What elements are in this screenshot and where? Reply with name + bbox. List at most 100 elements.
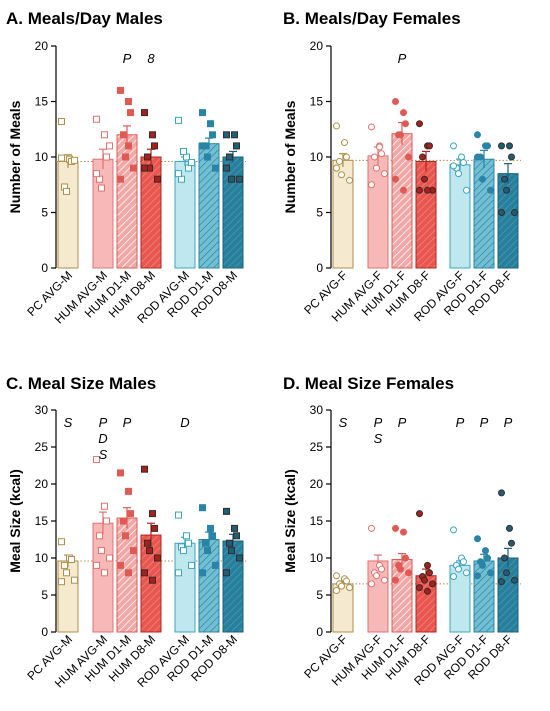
data-point <box>416 510 423 518</box>
data-point <box>511 209 518 216</box>
data-point <box>338 171 345 179</box>
data-point <box>175 116 182 124</box>
data-point <box>400 186 407 194</box>
data-point <box>338 582 345 590</box>
data-point <box>479 175 486 183</box>
data-point <box>58 538 65 546</box>
data-point <box>392 175 399 183</box>
data-point <box>98 547 105 555</box>
data-point <box>180 147 187 155</box>
data-point <box>93 456 100 464</box>
data-point <box>226 153 233 161</box>
bar-rod-d8-f <box>497 557 519 633</box>
panel-title: C. Meal Size Males <box>6 374 156 393</box>
data-point <box>376 143 383 151</box>
significance-annotation: P <box>99 415 108 430</box>
significance-annotation: P <box>504 415 513 430</box>
significance-annotation: S <box>374 431 383 446</box>
data-point <box>202 539 209 547</box>
data-point <box>125 142 132 150</box>
panel-title: B. Meals/Day Females <box>283 9 461 28</box>
data-point <box>233 142 240 150</box>
data-point <box>424 186 431 194</box>
data-point <box>371 153 378 161</box>
y-tick-label: 30 <box>35 403 49 417</box>
data-point <box>236 554 243 562</box>
data-point <box>199 504 206 512</box>
data-point <box>207 120 214 128</box>
data-point <box>93 115 100 123</box>
significance-annotation: D <box>98 431 107 446</box>
data-point <box>498 209 505 216</box>
panel-title: D. Meal Size Females <box>283 374 454 393</box>
significance-annotation: P <box>398 51 407 66</box>
data-point <box>228 547 235 555</box>
data-point <box>199 142 206 150</box>
data-point <box>487 569 494 577</box>
data-point <box>402 120 409 128</box>
data-point <box>127 510 134 518</box>
y-tick-label: 20 <box>310 39 324 53</box>
data-point <box>117 469 124 477</box>
data-point <box>484 142 491 150</box>
y-tick-label: 10 <box>310 551 324 565</box>
data-point <box>58 117 65 125</box>
data-point <box>333 164 340 172</box>
data-point <box>204 153 211 161</box>
significance-annotation: D <box>180 415 189 430</box>
data-point <box>130 547 137 555</box>
data-point <box>223 569 230 577</box>
data-point <box>424 587 431 595</box>
y-tick-label: 10 <box>35 150 49 164</box>
data-point <box>424 561 431 569</box>
significance-annotation: P <box>480 415 489 430</box>
data-point <box>416 584 423 592</box>
bar-rod-avg-m <box>174 542 196 633</box>
data-point <box>463 186 470 194</box>
significance-annotation: P <box>398 415 407 430</box>
y-tick-label: 10 <box>310 150 324 164</box>
y-tick-label: 20 <box>35 477 49 491</box>
data-point <box>463 569 470 577</box>
panel-title: A. Meals/Day Males <box>6 9 163 28</box>
data-point <box>103 153 110 161</box>
data-point <box>450 162 457 170</box>
y-tick-label: 30 <box>310 403 324 417</box>
bar-rod-d8-m <box>222 156 244 269</box>
data-point <box>125 487 132 495</box>
data-point <box>397 131 404 139</box>
significance-annotation: P <box>374 415 383 430</box>
data-point <box>421 576 428 584</box>
data-point <box>71 156 78 164</box>
data-point <box>154 554 161 562</box>
data-point <box>120 517 127 525</box>
data-point <box>501 554 508 562</box>
y-tick-label: 10 <box>35 551 49 565</box>
bar-rod-d1-f <box>473 158 495 269</box>
data-point <box>122 532 129 540</box>
data-point <box>392 524 399 532</box>
data-point <box>474 535 481 543</box>
data-point <box>400 109 407 117</box>
data-point <box>343 577 350 585</box>
data-point <box>506 142 513 150</box>
data-point <box>346 584 353 592</box>
y-tick-label: 15 <box>35 514 49 528</box>
data-point <box>487 186 494 194</box>
data-point <box>405 569 412 577</box>
data-point <box>151 524 158 532</box>
data-point <box>212 164 219 172</box>
significance-annotation: S <box>64 415 73 430</box>
bar-rod-d1-m <box>198 143 220 269</box>
data-point <box>199 569 206 577</box>
bar-hum-d8-m <box>140 156 162 269</box>
panel-d: D. Meal Size Females Meal Size (kcal) 0 5 10… <box>282 374 521 689</box>
data-point <box>71 576 78 584</box>
data-point <box>378 565 385 573</box>
data-point <box>144 153 151 161</box>
data-point <box>450 142 457 150</box>
panel-a: A. Meals/Day Males Number of Meals 0 5 10 15 2… <box>6 9 246 327</box>
data-point <box>498 578 505 586</box>
data-point <box>58 154 65 162</box>
y-tick-label: 15 <box>35 95 49 109</box>
